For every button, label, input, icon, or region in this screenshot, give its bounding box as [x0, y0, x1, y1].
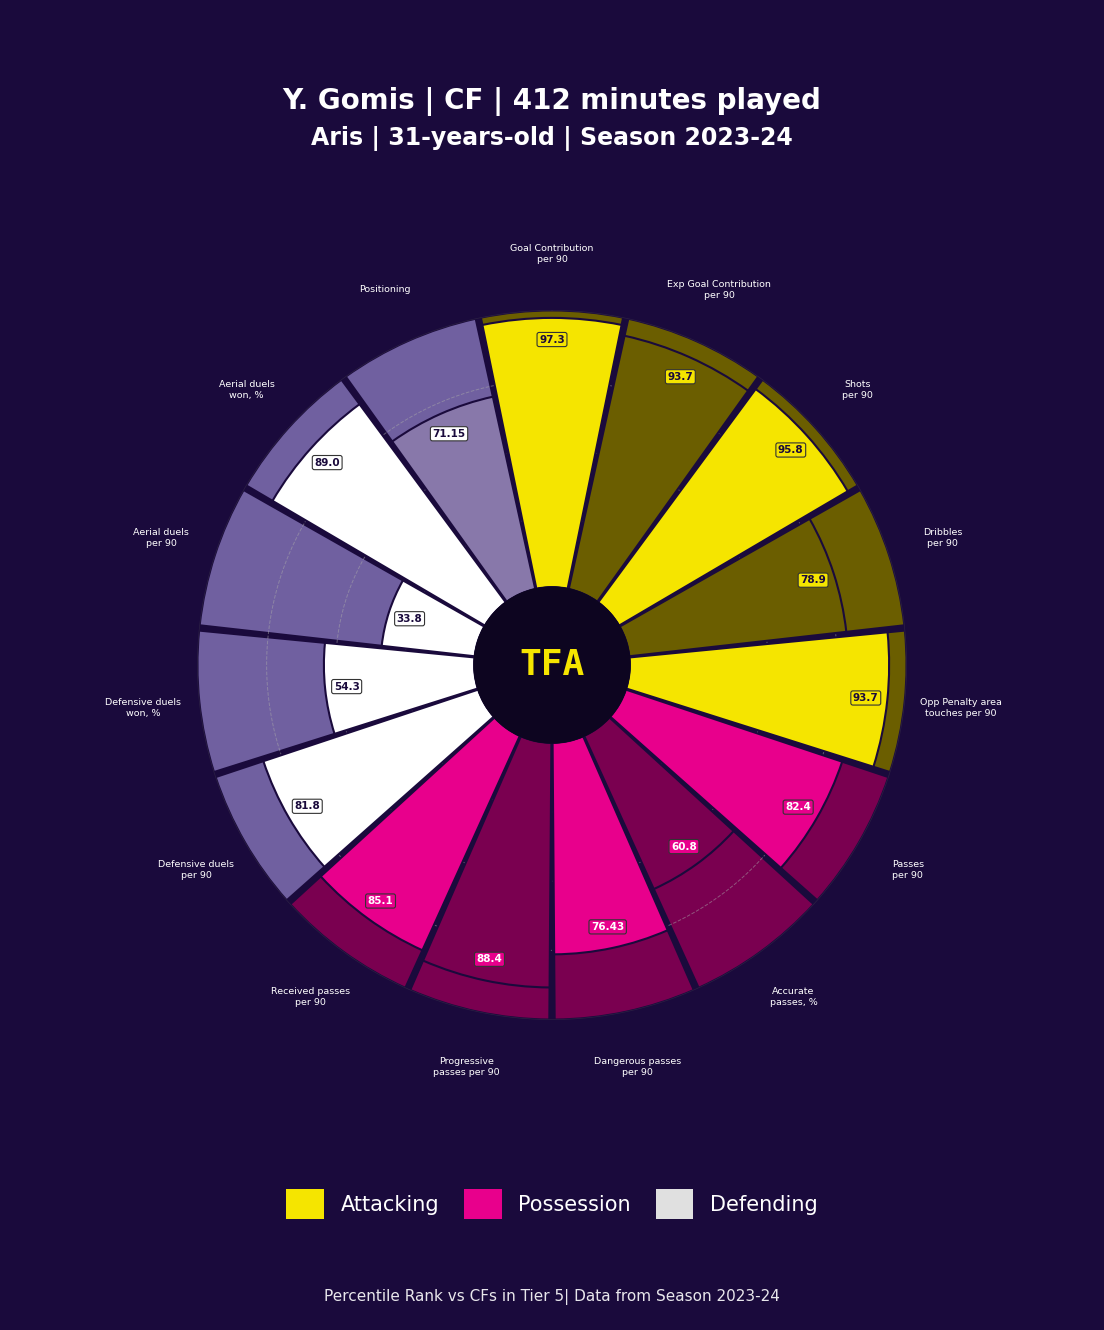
Bar	[611, 690, 889, 900]
Text: Defensive duels
per 90: Defensive duels per 90	[158, 861, 234, 880]
Bar	[264, 690, 493, 867]
Text: 78.9: 78.9	[800, 575, 826, 585]
Bar	[553, 737, 668, 955]
Text: 93.7: 93.7	[853, 693, 879, 704]
Bar	[323, 642, 478, 734]
Bar	[290, 717, 520, 988]
Text: 82.4: 82.4	[785, 802, 811, 813]
Text: Dribbles
per 90: Dribbles per 90	[923, 528, 963, 548]
Bar	[553, 737, 693, 1020]
Bar	[569, 335, 749, 601]
Bar	[321, 717, 520, 950]
Bar	[346, 319, 535, 601]
Text: TFA: TFA	[519, 648, 585, 682]
Polygon shape	[475, 587, 629, 743]
Bar	[598, 390, 848, 625]
Bar	[584, 717, 734, 888]
Bar	[411, 737, 551, 1020]
Text: Y. Gomis | CF | 412 minutes played: Y. Gomis | CF | 412 minutes played	[283, 86, 821, 116]
Text: 81.8: 81.8	[295, 801, 320, 811]
Text: 93.7: 93.7	[668, 372, 693, 382]
Bar	[619, 519, 847, 656]
Text: Goal Contribution
per 90: Goal Contribution per 90	[510, 245, 594, 265]
Bar	[598, 380, 858, 625]
Text: Dangerous passes
per 90: Dangerous passes per 90	[594, 1057, 681, 1077]
Text: Defensive duels
won, %: Defensive duels won, %	[106, 698, 181, 718]
Text: 88.4: 88.4	[477, 954, 502, 964]
Bar	[198, 630, 478, 771]
Text: Shots
per 90: Shots per 90	[842, 380, 872, 400]
Bar	[626, 630, 906, 771]
Bar	[482, 318, 622, 589]
Text: Accurate
passes, %: Accurate passes, %	[769, 987, 817, 1007]
Text: 95.8: 95.8	[778, 446, 804, 455]
Bar	[626, 632, 889, 767]
Text: Percentile Rank vs CFs in Tier 5| Data from Season 2023-24: Percentile Rank vs CFs in Tier 5| Data f…	[325, 1289, 779, 1305]
Text: Exp Goal Contribution
per 90: Exp Goal Contribution per 90	[667, 279, 771, 299]
Bar	[423, 737, 551, 987]
Bar	[246, 380, 506, 625]
Text: Aris | 31-years-old | Season 2023-24: Aris | 31-years-old | Season 2023-24	[311, 126, 793, 150]
Text: 71.15: 71.15	[433, 428, 466, 439]
Bar	[569, 319, 758, 601]
Bar	[481, 310, 623, 589]
Text: Aerial duels
per 90: Aerial duels per 90	[134, 528, 189, 548]
Text: Positioning: Positioning	[359, 285, 411, 294]
Polygon shape	[475, 587, 629, 743]
Text: Progressive
passes per 90: Progressive passes per 90	[433, 1057, 500, 1077]
Text: 89.0: 89.0	[315, 458, 340, 468]
Bar	[584, 717, 814, 988]
Text: Opp Penalty area
touches per 90: Opp Penalty area touches per 90	[920, 698, 1001, 718]
Bar	[215, 690, 493, 900]
Text: 33.8: 33.8	[396, 613, 423, 624]
Bar	[200, 489, 485, 656]
Text: 60.8: 60.8	[671, 842, 697, 851]
Text: 85.1: 85.1	[368, 896, 393, 906]
Bar	[382, 580, 485, 656]
Legend: Attacking, Possession, Defending: Attacking, Possession, Defending	[276, 1178, 828, 1229]
Bar	[619, 489, 904, 656]
Text: Aerial duels
won, %: Aerial duels won, %	[219, 380, 275, 400]
Text: 76.43: 76.43	[591, 922, 624, 932]
Bar	[392, 396, 535, 601]
Text: Received passes
per 90: Received passes per 90	[270, 987, 350, 1007]
Text: 54.3: 54.3	[333, 681, 360, 692]
Bar	[611, 690, 842, 868]
Text: 97.3: 97.3	[539, 335, 565, 344]
Text: Passes
per 90: Passes per 90	[892, 861, 924, 880]
Bar	[273, 404, 506, 625]
